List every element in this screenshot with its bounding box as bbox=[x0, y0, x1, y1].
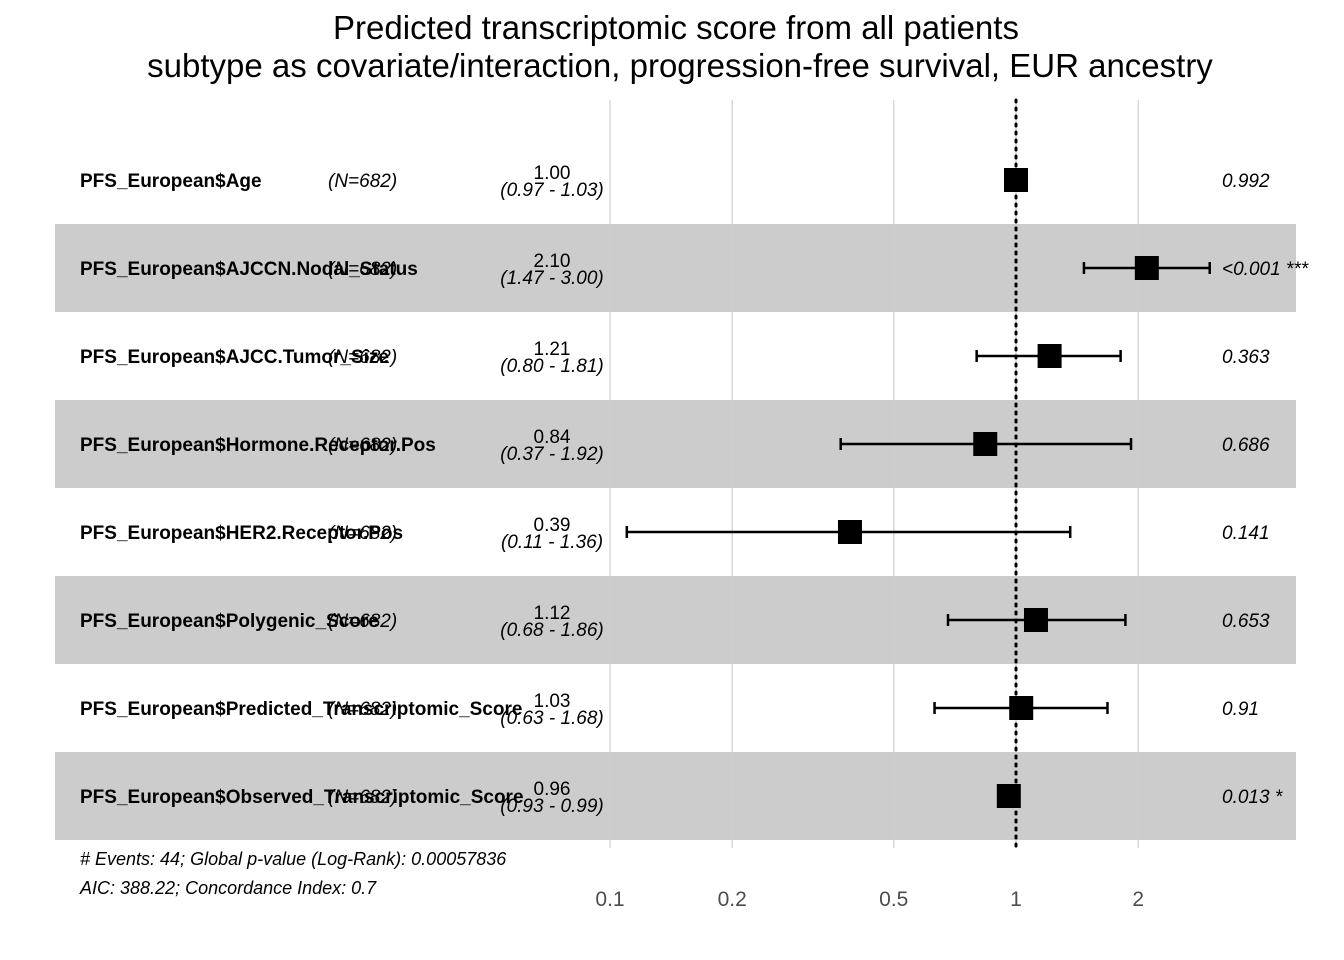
hazard-ratio-label: 2.10 bbox=[534, 251, 571, 272]
confidence-interval-label: (0.97 - 1.03) bbox=[500, 180, 604, 201]
p-value-label: 0.653 bbox=[1222, 611, 1270, 632]
n-label: (N=682) bbox=[328, 787, 397, 808]
hazard-ratio-marker bbox=[973, 432, 998, 456]
forest-row: PFS_European$AJCC.Tumor_Size(N=682) 1.21(… bbox=[80, 339, 1270, 377]
forest-row: PFS_European$Age (N=682) 1.00(0.97 - 1.03)… bbox=[80, 163, 1270, 201]
forest-row: PFS_European$Observed_Transcriptomic_Sco… bbox=[80, 779, 1283, 817]
p-value-label: 0.91 bbox=[1222, 699, 1259, 720]
hazard-ratio-marker bbox=[996, 784, 1021, 808]
x-tick-label: 0.1 bbox=[595, 888, 624, 911]
chart-title-line-2: subtype as covariate/interaction, progre… bbox=[147, 47, 1213, 84]
hazard-ratio-label: 1.03 bbox=[534, 691, 571, 712]
x-tick-label: 1 bbox=[1010, 888, 1022, 911]
x-axis-ticks: 0.1 0.2 0.5 1 2 bbox=[595, 888, 1144, 911]
hazard-ratio-label: 1.21 bbox=[534, 339, 571, 360]
n-label: (N=682) bbox=[328, 347, 397, 368]
forest-row: PFS_European$Hormone.Receptor.Pos(N=682)… bbox=[80, 427, 1270, 465]
x-tick-label: 0.5 bbox=[879, 888, 908, 911]
p-value-label: 0.363 bbox=[1222, 347, 1270, 368]
gridlines bbox=[609, 100, 1139, 848]
hazard-ratio-label: 1.12 bbox=[534, 603, 571, 624]
hazard-ratio-marker bbox=[1004, 168, 1028, 192]
confidence-interval-label: (0.80 - 1.81) bbox=[500, 356, 604, 377]
variable-label: PFS_European$HER2.Receptor.Pos bbox=[80, 523, 403, 544]
confidence-interval-label: (0.93 - 0.99) bbox=[500, 796, 604, 817]
p-value-label: <0.001 *** bbox=[1222, 259, 1309, 280]
hazard-ratio-label: 0.96 bbox=[534, 779, 571, 800]
variable-label: PFS_European$AJCCN.Nodal_Status bbox=[80, 259, 418, 280]
p-value-label: 0.992 bbox=[1222, 171, 1270, 192]
variable-label: PFS_European$Predicted_Transcriptomic_Sc… bbox=[80, 699, 522, 720]
hazard-ratio-marker bbox=[1023, 608, 1048, 632]
chart-title-line-1: Predicted transcriptomic score from all … bbox=[333, 9, 1019, 46]
hazard-ratio-marker bbox=[1037, 344, 1062, 368]
n-label: (N=682) bbox=[328, 435, 397, 456]
x-tick-label: 0.2 bbox=[718, 888, 747, 911]
hazard-ratio-marker bbox=[837, 520, 862, 544]
x-tick-label: 2 bbox=[1132, 888, 1144, 911]
p-value-label: 0.686 bbox=[1222, 435, 1270, 456]
forest-row: PFS_European$Predicted_Transcriptomic_Sc… bbox=[80, 691, 1259, 729]
hazard-ratio-label: 1.00 bbox=[534, 163, 571, 184]
forest-row: PFS_European$AJCCN.Nodal_Status(N=682) 2.… bbox=[80, 251, 1309, 289]
confidence-interval-label: (0.68 - 1.86) bbox=[500, 620, 604, 641]
confidence-interval-label: (0.11 - 1.36) bbox=[501, 532, 603, 553]
variable-label: PFS_European$AJCC.Tumor_Size bbox=[80, 347, 389, 368]
confidence-interval-label: (0.63 - 1.68) bbox=[500, 708, 604, 729]
variable-label: PFS_European$Polygenic_Score bbox=[80, 611, 379, 632]
n-label: (N=682) bbox=[328, 699, 397, 720]
row-stripe bbox=[55, 752, 1296, 840]
hazard-ratio-marker bbox=[1134, 256, 1159, 280]
forest-row: PFS_European$Polygenic_Score(N=682) 1.12(… bbox=[80, 603, 1270, 641]
forest-rows: PFS_European$Age (N=682) 1.00(0.97 - 1.03)… bbox=[80, 163, 1309, 817]
n-label: (N=682) bbox=[328, 259, 397, 280]
footer-events: # Events: 44; Global p-value (Log-Rank):… bbox=[80, 849, 507, 869]
hazard-ratio-marker bbox=[1009, 696, 1034, 720]
n-label: (N=682) bbox=[328, 171, 397, 192]
p-value-label: 0.013 * bbox=[1222, 787, 1283, 808]
variable-label: PFS_European$Age bbox=[80, 171, 262, 192]
hazard-ratio-label: 0.39 bbox=[534, 515, 571, 536]
confidence-interval-label: (1.47 - 3.00) bbox=[500, 268, 604, 289]
forest-row: PFS_European$HER2.Receptor.Pos(N=682) 0.3… bbox=[80, 515, 1270, 553]
p-value-label: 0.141 bbox=[1222, 523, 1270, 544]
variable-label: PFS_European$Hormone.Receptor.Pos bbox=[80, 435, 436, 456]
variable-label: PFS_European$Observed_Transcriptomic_Sco… bbox=[80, 787, 524, 808]
n-label: (N=682) bbox=[328, 523, 397, 544]
n-label: (N=682) bbox=[328, 611, 397, 632]
footer-aic: AIC: 388.22; Concordance Index: 0.7 bbox=[79, 878, 377, 898]
hazard-ratio-label: 0.84 bbox=[534, 427, 571, 448]
confidence-interval-label: (0.37 - 1.92) bbox=[500, 444, 604, 465]
